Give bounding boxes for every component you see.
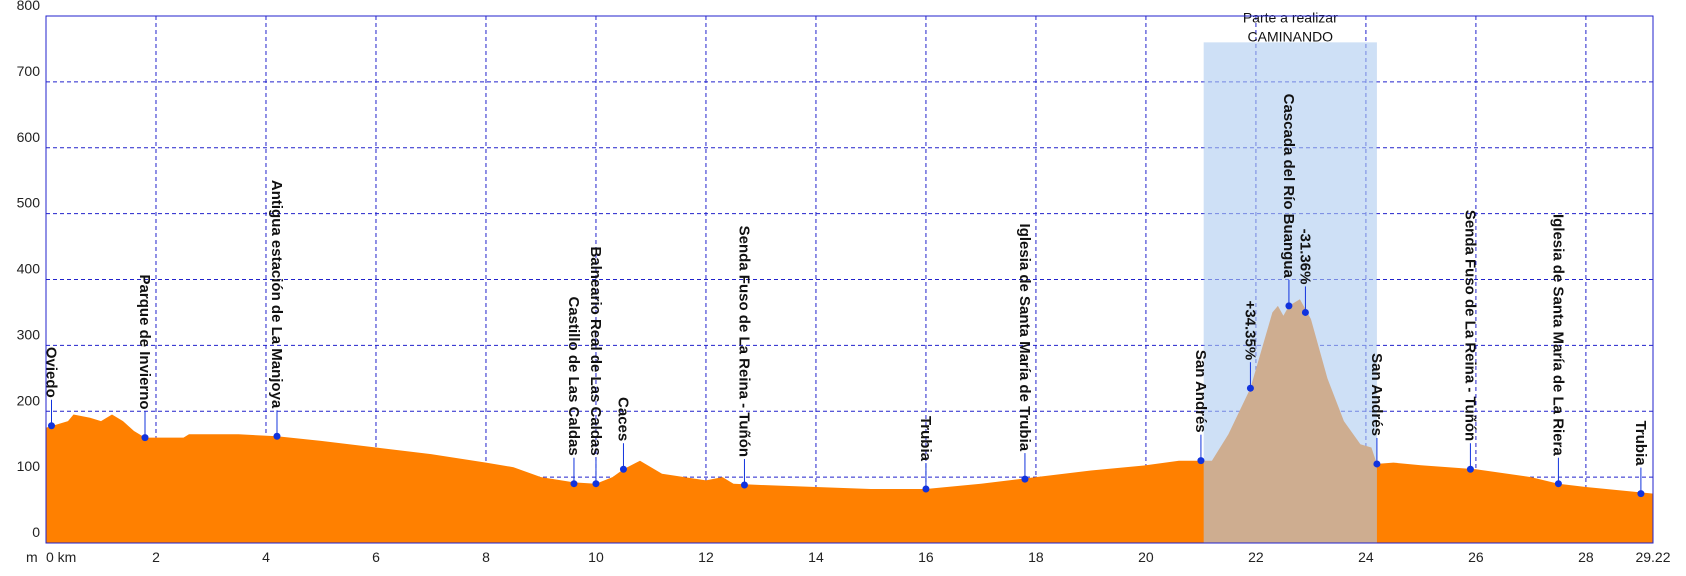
highlight-zone (1203, 42, 1377, 543)
waypoint-label: Senda Fuso de La Reina - Tuñón (1461, 210, 1478, 441)
waypoint-label: San Andrés (1192, 350, 1209, 433)
waypoint-label: San Andrés (1368, 353, 1385, 436)
waypoint-label: Caces (614, 397, 631, 441)
y-tick-label: 400 (17, 261, 41, 277)
y-unit: m (26, 549, 38, 565)
y-tick-label: 300 (17, 326, 41, 342)
x-tick-label: 12 (698, 549, 714, 565)
y-tick-label: 100 (17, 458, 41, 474)
x-tick-label: 29.22 (1635, 549, 1670, 565)
x-tick-label: 0 km (46, 549, 76, 565)
waypoint-label: -31.36% (1296, 229, 1313, 285)
waypoint-label: Cascada del Río Buangua (1280, 94, 1297, 279)
plot-frame (45, 15, 1654, 544)
waypoint-marker (922, 485, 930, 493)
waypoint-marker (47, 422, 55, 430)
x-tick-label: 26 (1468, 549, 1484, 565)
y-tick-label: 700 (17, 63, 41, 79)
waypoint-marker (570, 480, 578, 488)
y-tick-label: 200 (17, 392, 41, 408)
x-tick-label: 6 (372, 549, 380, 565)
y-tick-label: 800 (17, 0, 41, 13)
waypoint-marker (1301, 308, 1309, 316)
x-tick-label: 22 (1248, 549, 1264, 565)
x-tick-label: 14 (808, 549, 824, 565)
waypoint-label: Parque de Invierno (136, 275, 153, 410)
y-tick-label: 500 (17, 195, 41, 211)
waypoint-label: Oviedo (42, 347, 59, 398)
x-tick-label: 8 (482, 549, 490, 565)
waypoint-marker (1021, 475, 1029, 483)
waypoint-marker (740, 481, 748, 489)
waypoint-label: Antigua estación de La Manjoya (268, 180, 285, 409)
waypoint-label: Balneario Real de Las Caldas (587, 246, 604, 455)
waypoint-marker (141, 434, 149, 442)
y-tick-label: 600 (17, 129, 41, 145)
x-tick-label: 20 (1138, 549, 1154, 565)
waypoint-label: Iglesia de Santa María de Trubia (1016, 224, 1033, 452)
x-tick-label: 2 (152, 549, 160, 565)
waypoint-marker (592, 480, 600, 488)
x-tick-label: 24 (1358, 549, 1374, 565)
waypoint-marker (1246, 384, 1254, 392)
x-tick-label: 10 (588, 549, 604, 565)
x-tick-label: 4 (262, 549, 270, 565)
waypoint-marker (1637, 490, 1645, 498)
waypoint-label: Trubia (917, 416, 934, 462)
waypoint-marker (1466, 465, 1474, 473)
waypoint-marker (619, 465, 627, 473)
waypoint-marker (1285, 302, 1293, 310)
waypoint-label: Senda Fuso de La Reina - Tuñón (735, 226, 752, 457)
elevation-area (46, 299, 1653, 543)
x-tick-label: 16 (918, 549, 934, 565)
waypoint-label: Iglesia de Santa María de La Riera (1549, 214, 1566, 456)
x-tick-label: 18 (1028, 549, 1044, 565)
waypoint-marker (273, 432, 281, 440)
y-tick-label: 0 (32, 524, 40, 540)
waypoint-label: Trubia (1632, 421, 1649, 467)
waypoint-marker (1373, 460, 1381, 468)
waypoint-label: Castillo de Las Caldas (565, 296, 582, 455)
highlight-label: Parte a realizar (1243, 9, 1338, 25)
waypoint-marker (1197, 457, 1205, 465)
x-tick-label: 28 (1578, 549, 1594, 565)
highlight-label: CAMINANDO (1248, 28, 1334, 44)
waypoint-marker (1554, 480, 1562, 488)
waypoint-label: +34.35% (1241, 301, 1258, 361)
